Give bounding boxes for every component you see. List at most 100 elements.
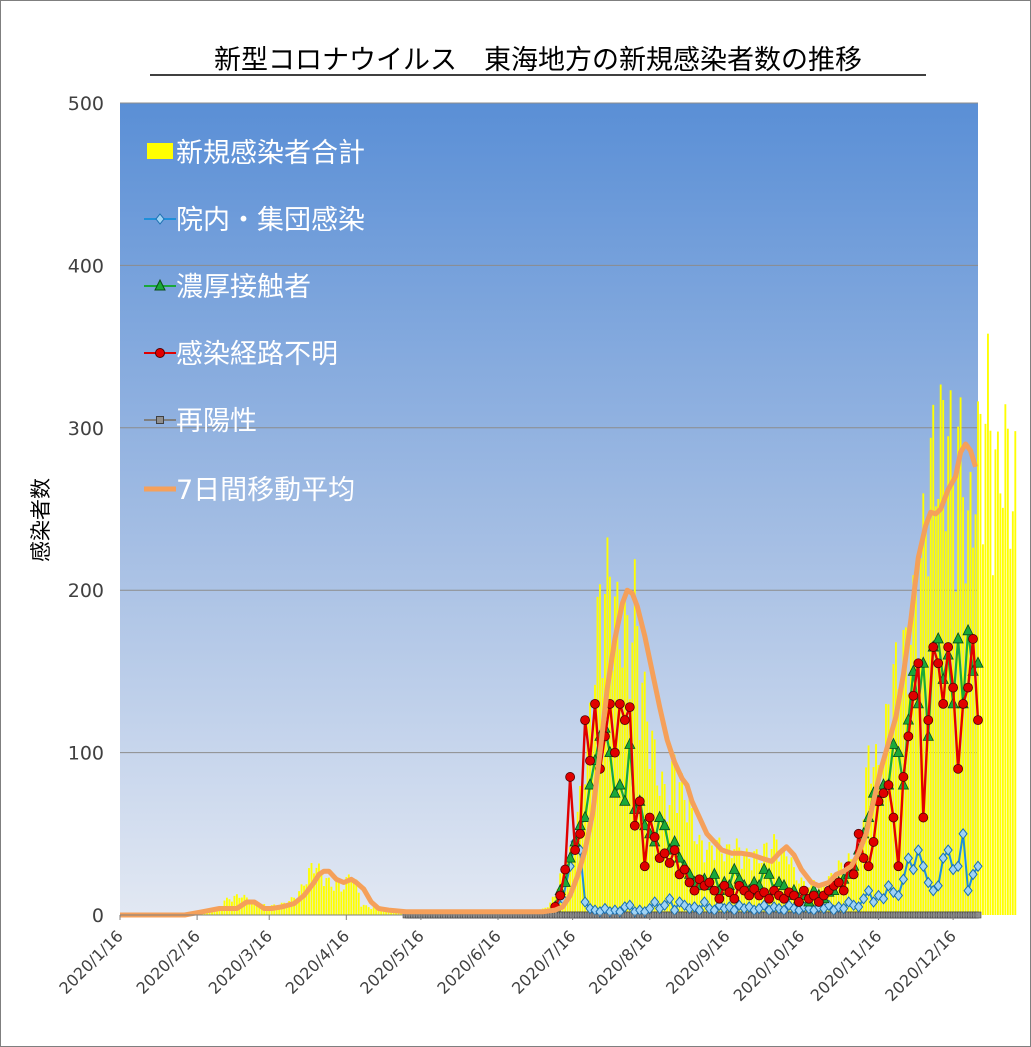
daily-total-bar	[974, 514, 977, 915]
unknown-route-marker	[575, 828, 585, 839]
unknown-route-marker	[629, 820, 640, 831]
daily-total-bar	[969, 471, 972, 915]
daily-total-bar	[842, 876, 845, 915]
daily-total-bar	[335, 877, 338, 915]
unknown-route-marker	[610, 747, 620, 758]
daily-total-bar	[322, 886, 325, 915]
daily-total-bar	[847, 853, 850, 915]
daily-total-bar	[683, 799, 686, 915]
unknown-route-marker	[694, 874, 705, 885]
daily-total-bar	[725, 844, 728, 915]
in-hospital-marker	[580, 896, 590, 908]
daily-total-bar	[233, 895, 236, 915]
daily-total-bar	[268, 908, 271, 915]
daily-total-bar	[957, 426, 960, 915]
daily-total-bar	[942, 399, 945, 915]
y-tick-label: 300	[68, 418, 104, 440]
close-contact-marker	[609, 786, 621, 798]
legend-label: 感染経路不明	[176, 339, 338, 370]
unknown-route-marker	[585, 755, 595, 766]
in-hospital-marker	[943, 844, 953, 856]
unknown-route-marker	[958, 698, 968, 709]
daily-total-bar	[907, 694, 910, 915]
close-contact-marker	[728, 862, 740, 874]
daily-total-bar	[636, 626, 639, 915]
daily-total-bar	[671, 760, 674, 915]
daily-total-bar	[318, 863, 320, 915]
daily-total-bar	[832, 880, 835, 915]
unknown-route-marker	[928, 642, 939, 652]
unknown-route-marker	[779, 893, 789, 904]
in-hospital-marker	[759, 899, 769, 912]
legend-bar-swatch	[147, 143, 173, 159]
daily-total-bar	[763, 843, 766, 915]
plot-area	[120, 103, 978, 915]
daily-total-bar	[360, 906, 363, 915]
unknown-route-marker	[619, 715, 630, 726]
in-hospital-marker	[660, 899, 670, 912]
daily-total-bar	[367, 907, 370, 915]
in-hospital-marker	[615, 905, 625, 918]
unknown-route-marker	[789, 890, 799, 901]
daily-total-bar	[862, 819, 865, 915]
in-hospital-marker	[699, 896, 710, 908]
daily-total-bar	[768, 859, 771, 915]
daily-total-bar	[589, 702, 591, 915]
unknown-route-marker	[893, 861, 904, 872]
daily-total-bar	[211, 911, 213, 915]
x-tick-label: 2020/2/16	[132, 926, 203, 997]
unknown-route-marker	[744, 890, 755, 901]
unknown-route-marker	[933, 658, 944, 669]
y-tick-label: 100	[68, 743, 104, 765]
daily-total-bar	[855, 853, 858, 915]
daily-total-bar	[648, 769, 651, 915]
unknown-route-marker	[580, 715, 590, 726]
daily-total-bar	[564, 876, 567, 915]
daily-total-bar	[959, 397, 962, 915]
daily-total-bar	[285, 905, 288, 915]
daily-total-bar	[347, 874, 350, 915]
in-hospital-marker	[858, 892, 869, 905]
in-hospital-marker	[868, 896, 879, 908]
unknown-route-marker	[709, 885, 720, 896]
x-tick-label: 2020/1/16	[55, 926, 126, 997]
daily-total-bar	[653, 739, 656, 915]
unknown-route-marker	[669, 845, 680, 855]
in-hospital-marker	[908, 863, 918, 876]
close-contact-marker	[932, 632, 944, 644]
daily-total-bar	[332, 890, 335, 915]
daily-total-bar	[954, 591, 957, 915]
unknown-route-marker	[908, 690, 919, 701]
x-tick-label: 2020/8/16	[585, 926, 656, 997]
daily-total-bar	[718, 837, 721, 915]
unknown-route-marker	[644, 812, 655, 823]
y-tick-label: 0	[92, 905, 104, 927]
daily-total-bar	[944, 531, 947, 915]
unknown-route-marker	[679, 864, 690, 875]
daily-total-bar	[987, 333, 989, 915]
in-hospital-marker	[839, 902, 849, 915]
daily-total-bar	[325, 878, 328, 915]
unknown-route-marker	[664, 858, 675, 868]
unknown-route-marker	[659, 848, 670, 859]
in-hospital-marker	[645, 902, 655, 915]
daily-total-bar	[909, 644, 912, 915]
unknown-route-marker	[868, 837, 879, 847]
daily-total-bar	[681, 773, 683, 915]
daily-total-bar	[972, 547, 974, 915]
x-tick-label: 2020/12/16	[881, 926, 960, 1005]
close-contact-marker	[887, 737, 900, 749]
legend-label: 新規感染者合計	[176, 138, 365, 169]
unknown-route-marker	[858, 853, 869, 864]
daily-total-bar	[362, 904, 365, 915]
unknown-route-marker	[943, 642, 954, 652]
daily-total-bar	[1009, 548, 1012, 915]
in-hospital-marker	[933, 879, 943, 892]
daily-total-bar	[917, 679, 920, 915]
in-hospital-marker	[650, 896, 660, 908]
in-hospital-marker	[953, 860, 963, 873]
unknown-route-marker	[729, 893, 740, 904]
daily-total-bar	[996, 431, 999, 915]
close-contact-marker	[708, 867, 721, 879]
